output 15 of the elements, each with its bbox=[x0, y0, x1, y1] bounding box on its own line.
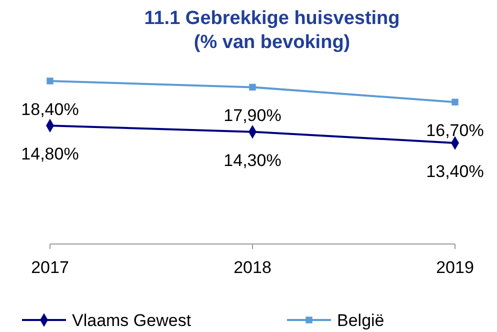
data-label: 13,40% bbox=[426, 162, 484, 181]
data-label: 18,40% bbox=[21, 100, 79, 119]
legend-label: Vlaams Gewest bbox=[72, 311, 192, 330]
chart-title: 11.1 Gebrekkige huisvesting (% van bevoking) bbox=[144, 8, 400, 53]
point bbox=[249, 84, 256, 91]
x-tick-label: 2018 bbox=[234, 258, 272, 277]
data-label: 16,70% bbox=[426, 121, 484, 140]
legend-label: België bbox=[337, 311, 384, 330]
data-label: 14,30% bbox=[224, 150, 282, 170]
x-tick-label: 2019 bbox=[436, 258, 474, 277]
data-label: 17,90% bbox=[224, 106, 282, 126]
data-label: 14,80% bbox=[21, 144, 79, 164]
x-tick-label: 2017 bbox=[31, 258, 69, 277]
point bbox=[46, 78, 54, 84]
point bbox=[452, 98, 458, 106]
